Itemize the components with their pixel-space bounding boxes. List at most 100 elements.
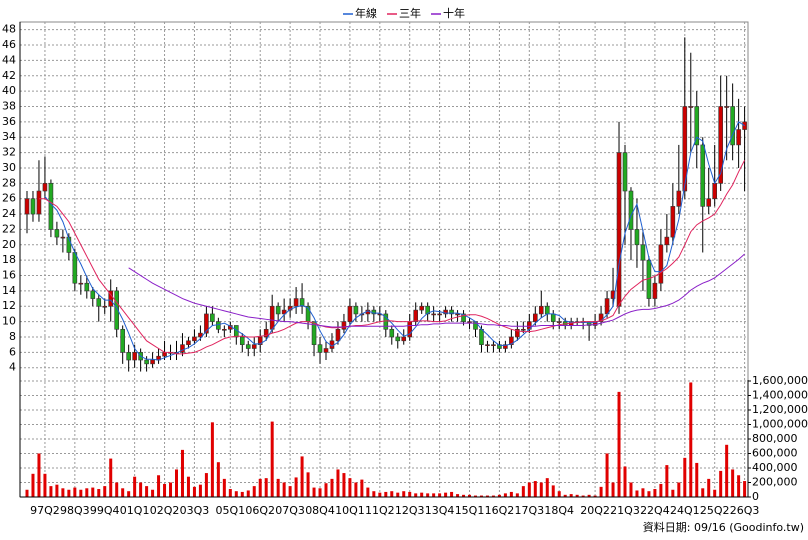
candle-body: [347, 305, 353, 322]
volume-bar: [360, 479, 364, 497]
candle-body: [443, 309, 448, 315]
volume-bar: [366, 487, 370, 497]
volume-bar: [151, 489, 155, 497]
volume-bar: [605, 453, 609, 497]
volume-bar: [67, 489, 71, 497]
volume-bar: [109, 458, 113, 497]
y-tick-label: 42: [2, 69, 16, 82]
candle-body: [425, 305, 430, 315]
volume-bar: [665, 465, 669, 497]
volume-bar: [509, 491, 513, 497]
volume-bar: [420, 492, 424, 497]
volume-bar: [671, 489, 675, 497]
volume-bar: [563, 494, 567, 497]
candle-body: [120, 328, 125, 353]
y-tick-label: 38: [2, 100, 16, 113]
candle-body: [419, 305, 424, 311]
candle-body: [538, 305, 544, 315]
candle-body: [72, 252, 78, 284]
volume-bar: [85, 488, 89, 497]
volume-bar: [737, 475, 741, 497]
candle-body: [479, 328, 484, 345]
candle-body: [736, 129, 741, 146]
candle-body: [712, 183, 718, 199]
y-tick-label: 10: [2, 315, 16, 328]
x-tick-label: 07Q3: [275, 504, 305, 517]
volume-bar: [97, 489, 101, 497]
candle-body: [598, 313, 604, 322]
volume-bar: [55, 484, 59, 497]
x-tick-label: 02Q2: [150, 504, 180, 517]
volume-bar: [515, 493, 519, 497]
candle-body: [162, 352, 167, 357]
plot-frame: [19, 21, 749, 498]
candle-body: [664, 236, 670, 246]
x-tick-label: 97Q2: [30, 504, 60, 517]
candle-body: [36, 190, 42, 215]
volume-bar: [79, 489, 83, 497]
candle-body: [293, 298, 299, 307]
candle-body: [700, 144, 706, 207]
volume-bar: [408, 491, 412, 497]
y-tick-label: 40: [2, 84, 16, 97]
volume-bar: [557, 491, 561, 497]
volume-bar: [677, 482, 681, 497]
volume-bar: [593, 495, 597, 497]
y-tick-label: 44: [2, 53, 16, 66]
candle-body: [78, 282, 84, 285]
volume-bar: [234, 491, 238, 497]
candle-body: [521, 328, 526, 331]
volume-bar: [474, 495, 477, 497]
volume-bar: [246, 490, 250, 497]
candle-body: [682, 106, 688, 192]
candle-body: [102, 305, 108, 308]
volume-bar: [91, 487, 95, 497]
volume-bar: [402, 491, 406, 497]
legend-label: 三年: [399, 6, 421, 20]
candle-body: [389, 328, 395, 338]
volume-bar: [264, 478, 268, 497]
candle-body: [323, 348, 329, 353]
volume-bar: [37, 453, 41, 497]
candle-body: [622, 152, 628, 192]
candle-body: [401, 336, 407, 342]
y-tick-label: 8: [9, 330, 16, 343]
legend-label: 十年: [443, 6, 465, 20]
volume-bar: [324, 483, 328, 497]
volume-bar: [462, 494, 466, 497]
volume-bar: [210, 422, 214, 497]
candle-body: [616, 152, 622, 307]
volume-bar: [180, 449, 184, 497]
candle-body: [251, 344, 257, 349]
candle-body: [114, 290, 119, 330]
volume-bar: [539, 482, 543, 497]
candle-body: [353, 305, 359, 315]
candle-body: [204, 313, 209, 334]
volume-bar: [127, 491, 131, 497]
volume-bar: [438, 493, 442, 497]
x-tick-label: 26Q3: [730, 504, 760, 517]
x-tick-label: 21Q3: [610, 504, 640, 517]
candle-body: [509, 336, 514, 345]
y2-tick-label: 400,000: [752, 461, 798, 474]
candle-body: [431, 313, 436, 316]
x-tick-label: 03Q3: [180, 504, 210, 517]
candle-body: [60, 236, 66, 239]
candle-body: [210, 313, 215, 322]
volume-bar: [743, 481, 747, 497]
candle-body: [144, 359, 149, 365]
candle-body: [30, 198, 36, 215]
y-tick-label: 28: [2, 176, 16, 189]
candle-body: [311, 321, 317, 345]
candle-body: [132, 352, 137, 361]
volume-bar: [169, 482, 173, 497]
volume-bar: [73, 487, 77, 497]
candle-body: [652, 282, 658, 299]
volume-bar: [25, 489, 29, 497]
candle-body: [66, 236, 72, 253]
volume-bar: [300, 456, 304, 497]
volume-bar: [330, 478, 334, 497]
volume-bar: [719, 470, 723, 497]
volume-bar: [713, 489, 717, 497]
volume-bar: [133, 476, 137, 497]
